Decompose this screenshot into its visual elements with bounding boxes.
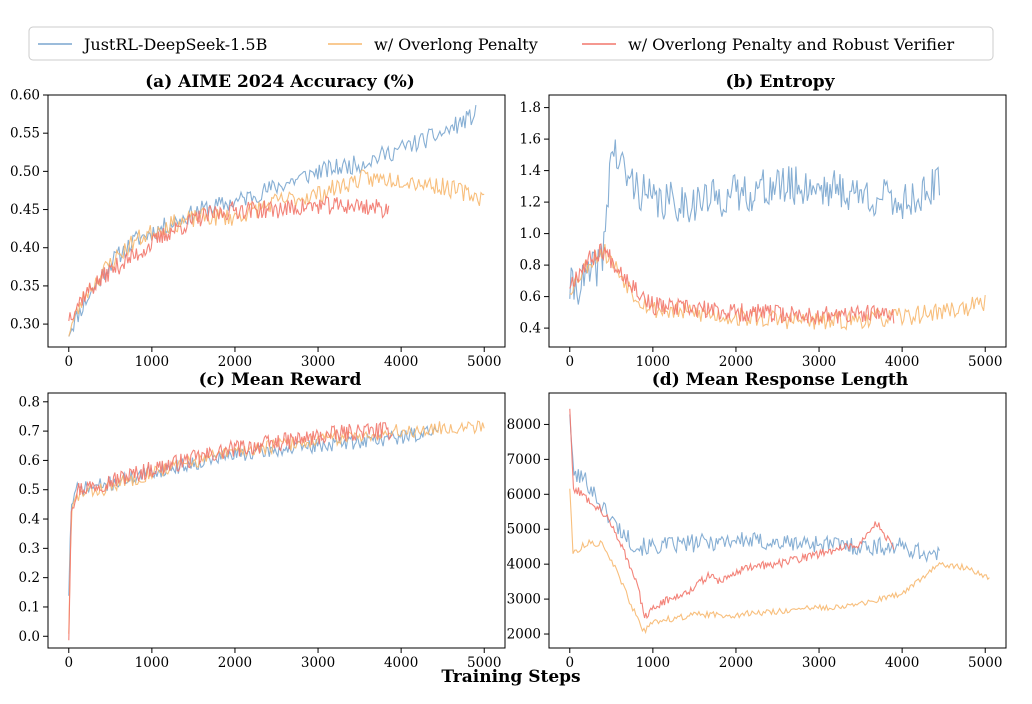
x-tick-label: 4000 xyxy=(885,354,919,370)
y-tick-label: 4000 xyxy=(507,557,541,573)
x-tick-label: 5000 xyxy=(467,354,501,370)
y-tick-label: 0.60 xyxy=(10,88,40,104)
x-axis-label: Training Steps xyxy=(441,667,580,687)
y-tick-label: 0.7 xyxy=(19,424,40,440)
y-tick-label: 1.8 xyxy=(520,100,541,116)
panel-title: (a) AIME 2024 Accuracy (%) xyxy=(145,72,415,92)
legend-box xyxy=(28,26,994,61)
panel-title: (d) Mean Response Length xyxy=(652,370,908,390)
series-line-overlong-penalty xyxy=(569,488,990,635)
x-tick-label: 0 xyxy=(64,354,73,370)
panel-entropy: (b) Entropy 0 1000 2000 3000 4000 5000 0.4 0.6 0… xyxy=(520,72,1007,370)
x-tick-label: 1000 xyxy=(636,354,670,370)
x-tick-label: 0 xyxy=(64,655,73,671)
x-tick-label: 1000 xyxy=(135,354,169,370)
legend-label-justrl: JustRL-DeepSeek-1.5B xyxy=(82,35,267,54)
y-tick-label: 1.6 xyxy=(520,132,541,148)
x-tick-label: 1000 xyxy=(135,655,169,671)
x-tick-label: 5000 xyxy=(968,655,1002,671)
x-tick-label: 0 xyxy=(565,354,574,370)
panel-mean-reward: (c) Mean Reward 0 1000 2000 3000 4000 5000 0.0… xyxy=(19,370,506,671)
y-tick-label: 0.30 xyxy=(10,317,40,333)
series-line-justrl xyxy=(569,139,941,305)
series-line-overlong-penalty xyxy=(68,169,485,337)
y-tick-label: 0.35 xyxy=(10,278,40,294)
x-tick-label: 3000 xyxy=(802,354,836,370)
legend-label-overlong: w/ Overlong Penalty xyxy=(374,35,538,54)
series-line-overlong-penalty xyxy=(569,243,986,331)
y-tick-label: 0.0 xyxy=(19,629,40,645)
panel-title: (b) Entropy xyxy=(725,72,835,92)
series-line-robust-verifier xyxy=(68,196,390,322)
y-tick-label: 3000 xyxy=(507,592,541,608)
x-tick-label: 3000 xyxy=(802,655,836,671)
x-tick-label: 2000 xyxy=(218,655,252,671)
x-tick-label: 2000 xyxy=(719,655,753,671)
y-tick-label: 0.1 xyxy=(19,599,40,615)
series-line-robust-verifier xyxy=(68,421,394,641)
plot-frame xyxy=(47,94,506,348)
y-tick-label: 0.4 xyxy=(520,321,541,337)
x-tick-label: 4000 xyxy=(384,354,418,370)
y-tick-label: 0.2 xyxy=(19,570,40,586)
y-tick-label: 0.55 xyxy=(10,126,40,142)
plot-frame xyxy=(47,392,506,649)
x-tick-label: 4000 xyxy=(384,655,418,671)
x-tick-label: 2000 xyxy=(218,354,252,370)
x-tick-label: 1000 xyxy=(636,655,670,671)
plot-frame xyxy=(548,392,1007,649)
x-tick-label: 4000 xyxy=(885,655,919,671)
y-tick-label: 0.8 xyxy=(19,394,40,410)
series-line-robust-verifier xyxy=(569,243,895,325)
legend-label-robust: w/ Overlong Penalty and Robust Verifier xyxy=(628,35,954,54)
x-tick-label: 5000 xyxy=(968,354,1002,370)
y-tick-label: 0.45 xyxy=(10,202,40,218)
y-tick-label: 8000 xyxy=(507,417,541,433)
x-tick-label: 5000 xyxy=(467,655,501,671)
x-tick-label: 3000 xyxy=(301,655,335,671)
y-tick-label: 0.50 xyxy=(10,164,40,180)
y-tick-label: 7000 xyxy=(507,452,541,468)
panel-title: (c) Mean Reward xyxy=(199,370,362,390)
x-tick-label: 3000 xyxy=(301,354,335,370)
x-tick-label: 2000 xyxy=(719,354,753,370)
plot-frame xyxy=(548,94,1007,348)
y-tick-label: 0.5 xyxy=(19,482,40,498)
series-line-justrl xyxy=(68,105,477,337)
series-line-justrl xyxy=(569,414,940,564)
panel-aime-accuracy: (a) AIME 2024 Accuracy (%) 0 1000 2000 3000… xyxy=(10,72,506,370)
y-tick-label: 1.2 xyxy=(520,195,541,211)
y-tick-label: 0.6 xyxy=(520,289,541,305)
y-tick-label: 0.3 xyxy=(19,541,40,557)
panel-mean-response-length: (d) Mean Response Length 0 1000 2000 3000 40… xyxy=(507,370,1007,671)
y-tick-label: 0.4 xyxy=(19,512,40,528)
y-tick-label: 6000 xyxy=(507,487,541,503)
y-tick-label: 1.0 xyxy=(520,226,541,242)
y-tick-label: 2000 xyxy=(507,627,541,643)
y-tick-label: 0.40 xyxy=(10,240,40,256)
y-tick-label: 1.4 xyxy=(520,163,541,179)
legend: JustRL-DeepSeek-1.5B w/ Overlong Penalty… xyxy=(28,26,994,61)
y-tick-label: 0.8 xyxy=(520,258,541,274)
series-line-robust-verifier xyxy=(569,408,895,620)
y-tick-label: 0.6 xyxy=(19,453,40,469)
y-tick-label: 5000 xyxy=(507,522,541,538)
x-tick-label: 0 xyxy=(565,655,574,671)
